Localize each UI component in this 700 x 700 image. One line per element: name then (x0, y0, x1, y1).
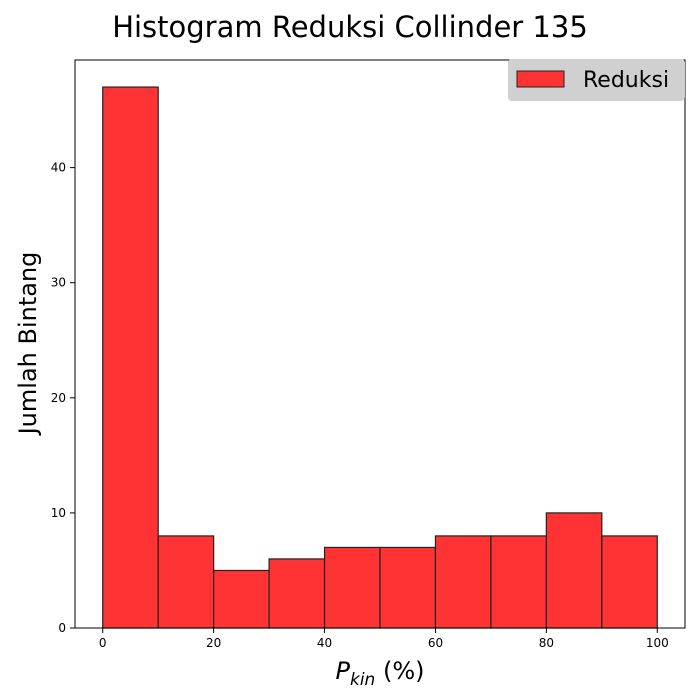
x-axis-label-symbol: P (336, 657, 351, 685)
histogram-bars (102, 86, 658, 629)
y-tick-label: 10 (51, 506, 66, 520)
y-tick-label: 0 (58, 621, 66, 635)
legend-swatch (516, 70, 565, 88)
x-axis-label-unit: (%) (375, 657, 424, 685)
histogram-bar (434, 535, 492, 629)
x-tick-label: 0 (99, 636, 107, 650)
y-axis-ticks: 0 10 20 30 40 (51, 161, 75, 635)
x-tick-label: 60 (428, 636, 443, 650)
x-tick-label: 40 (317, 636, 332, 650)
legend-box (508, 59, 685, 101)
histogram-bar (545, 512, 603, 629)
histogram-bar (102, 86, 159, 629)
x-axis-ticks: 0 20 40 60 80 100 (99, 628, 669, 650)
y-tick-label: 30 (51, 276, 66, 290)
x-axis-label-subscript: kin (350, 670, 375, 690)
histogram-bar (601, 535, 658, 629)
histogram-bar (268, 558, 326, 629)
legend-label: Reduksi (583, 68, 669, 93)
histogram-bar (213, 569, 270, 629)
x-tick-label: 80 (539, 636, 554, 650)
chart-title: Histogram Reduksi Collinder 135 (112, 10, 588, 44)
legend: Reduksi (508, 59, 685, 101)
plot-frame (74, 59, 686, 629)
histogram-bar (157, 535, 215, 629)
x-axis-label: Pkin (%) (336, 657, 425, 690)
histogram-bar (323, 546, 381, 629)
x-tick-label: 100 (646, 636, 669, 650)
y-axis-label: Jumlah Bintang (14, 252, 42, 437)
histogram-bar (490, 535, 547, 629)
y-tick-label: 40 (51, 161, 66, 175)
y-tick-label: 20 (51, 391, 66, 405)
histogram-bar (379, 546, 437, 629)
x-tick-label: 20 (206, 636, 221, 650)
